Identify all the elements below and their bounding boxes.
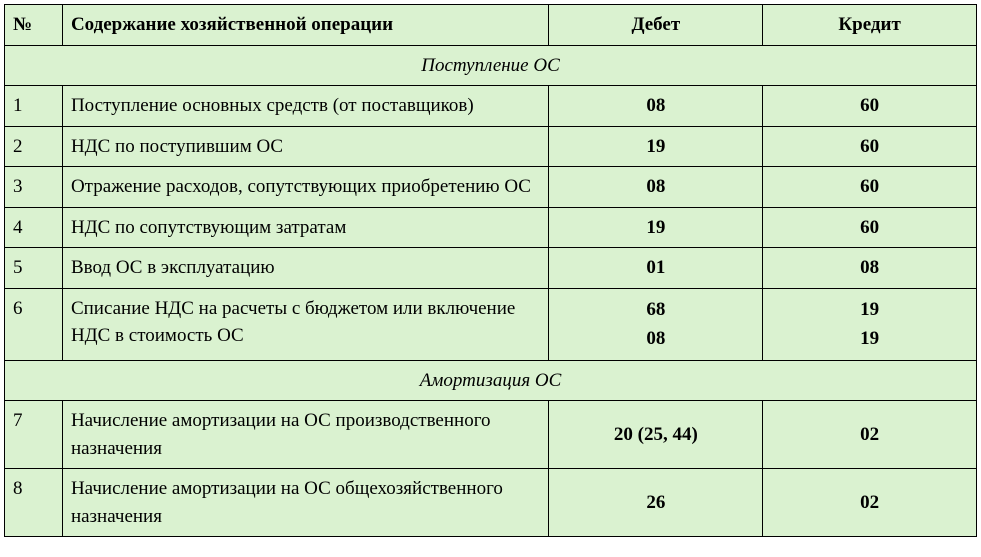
cell-debit: 08 (549, 86, 763, 127)
cell-credit: 60 (763, 86, 977, 127)
table-row: 2 НДС по поступившим ОС 19 60 (5, 126, 977, 167)
accounting-table: № Содержание хозяйственной операции Дебе… (4, 4, 977, 537)
cell-content: Поступление основных средств (от поставщ… (62, 86, 549, 127)
header-row: № Содержание хозяйственной операции Дебе… (5, 5, 977, 46)
section-title: Амортизация ОС (5, 360, 977, 401)
cell-content: Отражение расходов, сопутствующих приобр… (62, 167, 549, 208)
cell-credit: 1919 (763, 288, 977, 360)
cell-debit: 01 (549, 248, 763, 289)
cell-credit: 60 (763, 207, 977, 248)
table-row: 8 Начисление амортизации на ОС общехозяй… (5, 469, 977, 537)
cell-content: НДС по поступившим ОС (62, 126, 549, 167)
cell-credit: 60 (763, 126, 977, 167)
cell-num: 4 (5, 207, 63, 248)
cell-debit: 19 (549, 207, 763, 248)
table-row: 7 Начисление амортизации на ОС производс… (5, 401, 977, 469)
table-row: 1 Поступление основных средств (от поста… (5, 86, 977, 127)
cell-debit: 08 (549, 167, 763, 208)
cell-credit: 60 (763, 167, 977, 208)
section-header-row: Поступление ОС (5, 45, 977, 86)
cell-num: 6 (5, 288, 63, 360)
cell-debit: 26 (549, 469, 763, 537)
header-credit: Кредит (763, 5, 977, 46)
table-row: 6 Списание НДС на расчеты с бюджетом или… (5, 288, 977, 360)
header-content: Содержание хозяйственной операции (62, 5, 549, 46)
cell-num: 3 (5, 167, 63, 208)
table-row: 5 Ввод ОС в эксплуатацию 01 08 (5, 248, 977, 289)
section-title: Поступление ОС (5, 45, 977, 86)
cell-num: 1 (5, 86, 63, 127)
cell-content: Списание НДС на расчеты с бюджетом или в… (62, 288, 549, 360)
cell-content: Ввод ОС в эксплуатацию (62, 248, 549, 289)
cell-num: 8 (5, 469, 63, 537)
cell-num: 7 (5, 401, 63, 469)
cell-credit: 02 (763, 469, 977, 537)
header-debit: Дебет (549, 5, 763, 46)
cell-content: НДС по сопутствующим затратам (62, 207, 549, 248)
cell-content: Начисление амортизации на ОС производств… (62, 401, 549, 469)
header-num: № (5, 5, 63, 46)
table-row: 3 Отражение расходов, сопутствующих прио… (5, 167, 977, 208)
table-row: 4 НДС по сопутствующим затратам 19 60 (5, 207, 977, 248)
cell-debit: 19 (549, 126, 763, 167)
cell-credit: 02 (763, 401, 977, 469)
cell-num: 2 (5, 126, 63, 167)
section-header-row: Амортизация ОС (5, 360, 977, 401)
cell-num: 5 (5, 248, 63, 289)
cell-debit: 20 (25, 44) (549, 401, 763, 469)
cell-content: Начисление амортизации на ОС общехозяйст… (62, 469, 549, 537)
cell-debit: 6808 (549, 288, 763, 360)
cell-credit: 08 (763, 248, 977, 289)
